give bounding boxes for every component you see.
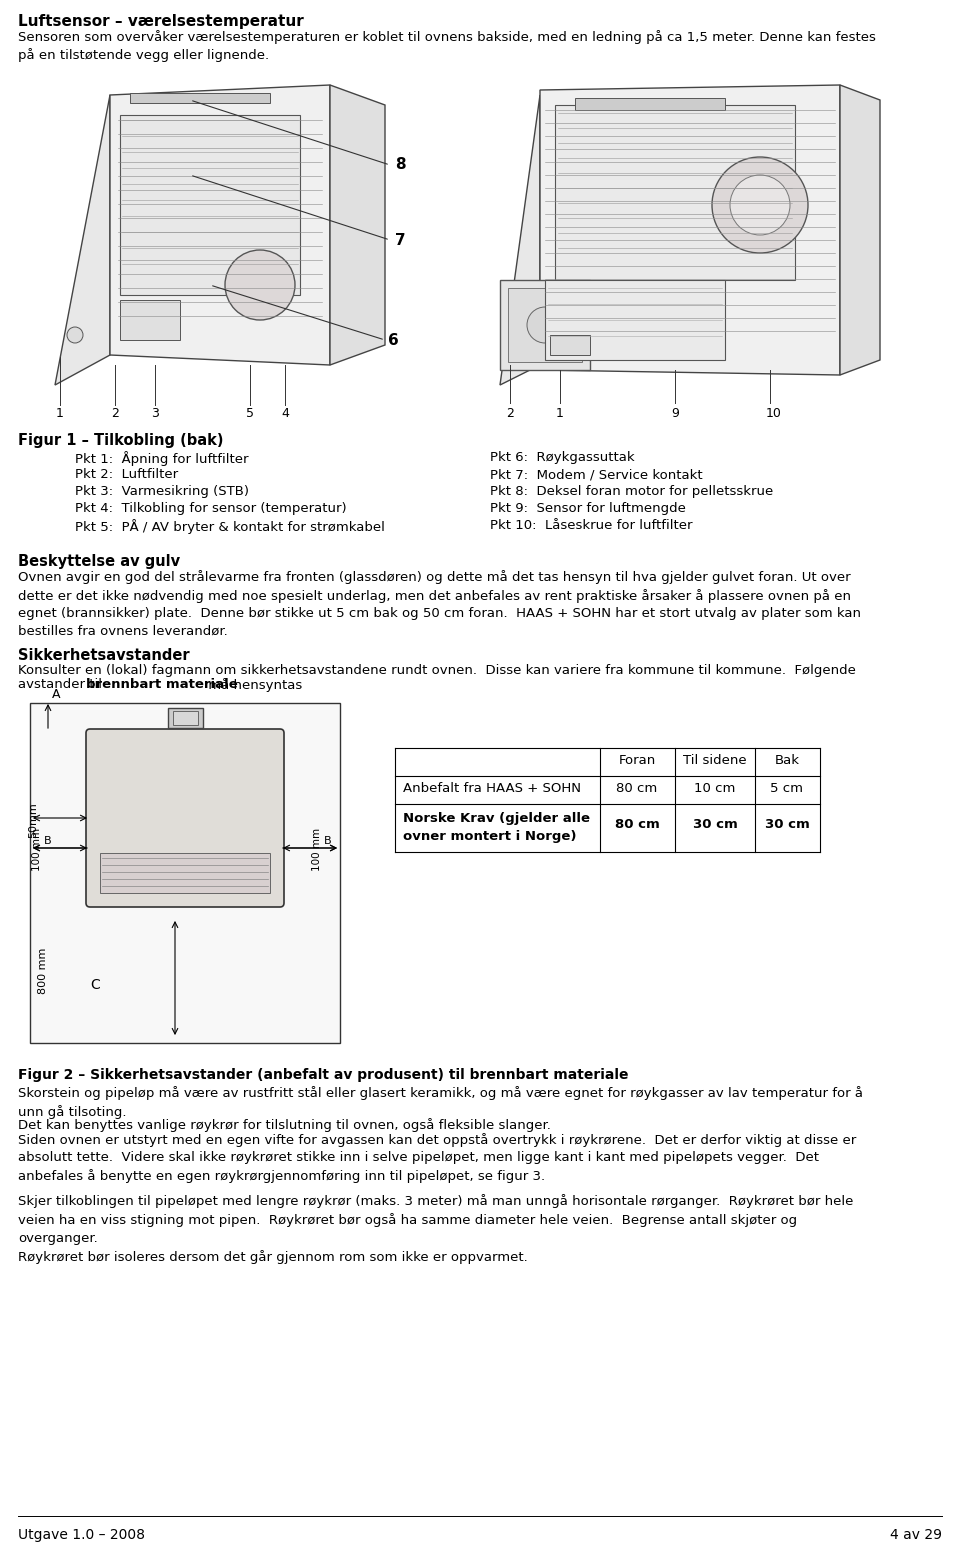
Polygon shape <box>55 95 110 385</box>
Text: C: C <box>90 979 100 993</box>
Circle shape <box>67 327 83 343</box>
Text: 800 mm: 800 mm <box>38 948 48 994</box>
Text: Utgave 1.0 – 2008: Utgave 1.0 – 2008 <box>18 1528 145 1542</box>
Text: 80 cm: 80 cm <box>614 817 660 831</box>
Text: Bak: Bak <box>775 754 800 768</box>
Text: 10 cm: 10 cm <box>694 782 735 796</box>
Text: 3: 3 <box>151 406 158 420</box>
Text: Pkt 3:  Varmesikring (STB): Pkt 3: Varmesikring (STB) <box>75 485 249 498</box>
Text: Luftsensor – værelsestemperatur: Luftsensor – værelsestemperatur <box>18 14 303 29</box>
Text: 4: 4 <box>281 406 289 420</box>
Text: 5 cm: 5 cm <box>771 782 804 796</box>
Text: 8: 8 <box>395 157 406 172</box>
Text: Pkt 5:  PÅ / AV bryter & kontakt for strømkabel: Pkt 5: PÅ / AV bryter & kontakt for strø… <box>75 520 385 534</box>
Circle shape <box>712 157 808 253</box>
Text: 100 mm: 100 mm <box>312 828 322 872</box>
Text: Figur 2 – Sikkerhetsavstander (anbefalt av produsent) til brennbart materiale: Figur 2 – Sikkerhetsavstander (anbefalt … <box>18 1069 629 1083</box>
Text: 2: 2 <box>506 406 514 420</box>
Bar <box>173 710 198 724</box>
Text: 80 cm: 80 cm <box>616 782 658 796</box>
Text: Pkt 8:  Deksel foran motor for pelletsskrue: Pkt 8: Deksel foran motor for pelletsskr… <box>490 485 773 498</box>
Text: A: A <box>52 689 60 701</box>
Polygon shape <box>330 85 385 364</box>
Bar <box>100 853 270 893</box>
Polygon shape <box>540 85 840 375</box>
Bar <box>500 281 590 371</box>
Text: 10: 10 <box>766 406 781 420</box>
Text: Foran: Foran <box>618 754 656 768</box>
Text: 100 mm: 100 mm <box>32 828 42 872</box>
Text: Anbefalt fra HAAS + SOHN: Anbefalt fra HAAS + SOHN <box>403 782 581 796</box>
Text: Pkt 4:  Tilkobling for sensor (temperatur): Pkt 4: Tilkobling for sensor (temperatur… <box>75 503 347 515</box>
Bar <box>575 98 725 110</box>
Bar <box>130 93 270 102</box>
Text: Pkt 1:  Åpning for luftfilter: Pkt 1: Åpning for luftfilter <box>75 451 249 465</box>
Text: Beskyttelse av gulv: Beskyttelse av gulv <box>18 554 180 569</box>
Text: Til sidene: Til sidene <box>684 754 747 768</box>
Bar <box>508 288 582 361</box>
Text: 9: 9 <box>671 406 679 420</box>
Text: 50mm: 50mm <box>28 802 38 838</box>
Text: B: B <box>324 836 331 845</box>
Text: Pkt 7:  Modem / Service kontakt: Pkt 7: Modem / Service kontakt <box>490 468 703 481</box>
FancyBboxPatch shape <box>86 729 284 907</box>
Bar <box>550 335 590 355</box>
Polygon shape <box>840 85 880 375</box>
Text: Figur 1 – Tilkobling (bak): Figur 1 – Tilkobling (bak) <box>18 433 224 448</box>
Text: Pkt 6:  Røykgassuttak: Pkt 6: Røykgassuttak <box>490 451 635 464</box>
Text: brennbart materiale: brennbart materiale <box>86 678 238 692</box>
Circle shape <box>527 307 563 343</box>
Text: 1: 1 <box>56 406 64 420</box>
Circle shape <box>730 175 790 236</box>
Bar <box>120 115 300 295</box>
Text: Sikkerhetsavstander: Sikkerhetsavstander <box>18 648 190 662</box>
Text: B: B <box>44 836 52 845</box>
Text: Det kan benyttes vanlige røykrør for tilslutning til ovnen, også fleksible slang: Det kan benyttes vanlige røykrør for til… <box>18 1118 551 1132</box>
Text: Skjer tilkoblingen til pipeløpet med lengre røykrør (maks. 3 meter) må man unngå: Skjer tilkoblingen til pipeløpet med len… <box>18 1194 853 1264</box>
Text: avstander til: avstander til <box>18 678 107 692</box>
Text: 4 av 29: 4 av 29 <box>890 1528 942 1542</box>
Text: Ovnen avgir en god del strålevarme fra fronten (glassdøren) og dette må det tas : Ovnen avgir en god del strålevarme fra f… <box>18 571 861 637</box>
Text: Pkt 9:  Sensor for luftmengde: Pkt 9: Sensor for luftmengde <box>490 503 685 515</box>
Bar <box>120 299 180 340</box>
Bar <box>30 703 340 1042</box>
Text: 7: 7 <box>395 233 406 248</box>
Polygon shape <box>110 85 330 364</box>
Polygon shape <box>500 95 540 385</box>
Text: 30 cm: 30 cm <box>764 817 809 831</box>
Bar <box>168 707 203 727</box>
Text: Konsulter en (lokal) fagmann om sikkerhetsavstandene rundt ovnen.  Disse kan var: Konsulter en (lokal) fagmann om sikkerhe… <box>18 664 856 676</box>
Text: Sensoren som overvåker værelsestemperaturen er koblet til ovnens bakside, med en: Sensoren som overvåker værelsestemperatu… <box>18 29 876 62</box>
Bar <box>545 281 725 360</box>
Text: Skorstein og pipeløp må være av rustfritt stål eller glasert keramikk, og må vær: Skorstein og pipeløp må være av rustfrit… <box>18 1086 863 1118</box>
Bar <box>555 105 795 281</box>
Text: må hensyntas: må hensyntas <box>204 678 302 692</box>
Text: 1: 1 <box>556 406 564 420</box>
Text: Pkt 10:  Låseskrue for luftfilter: Pkt 10: Låseskrue for luftfilter <box>490 520 692 532</box>
Circle shape <box>225 250 295 320</box>
Text: 2: 2 <box>111 406 119 420</box>
Text: 30 cm: 30 cm <box>692 817 737 831</box>
Text: Norske Krav (gjelder alle
ovner montert i Norge): Norske Krav (gjelder alle ovner montert … <box>403 813 590 844</box>
Text: 6: 6 <box>388 333 398 347</box>
Text: Pkt 2:  Luftfilter: Pkt 2: Luftfilter <box>75 468 179 481</box>
Text: Siden ovnen er utstyrt med en egen vifte for avgassen kan det oppstå overtrykk i: Siden ovnen er utstyrt med en egen vifte… <box>18 1132 856 1183</box>
Text: 5: 5 <box>246 406 254 420</box>
